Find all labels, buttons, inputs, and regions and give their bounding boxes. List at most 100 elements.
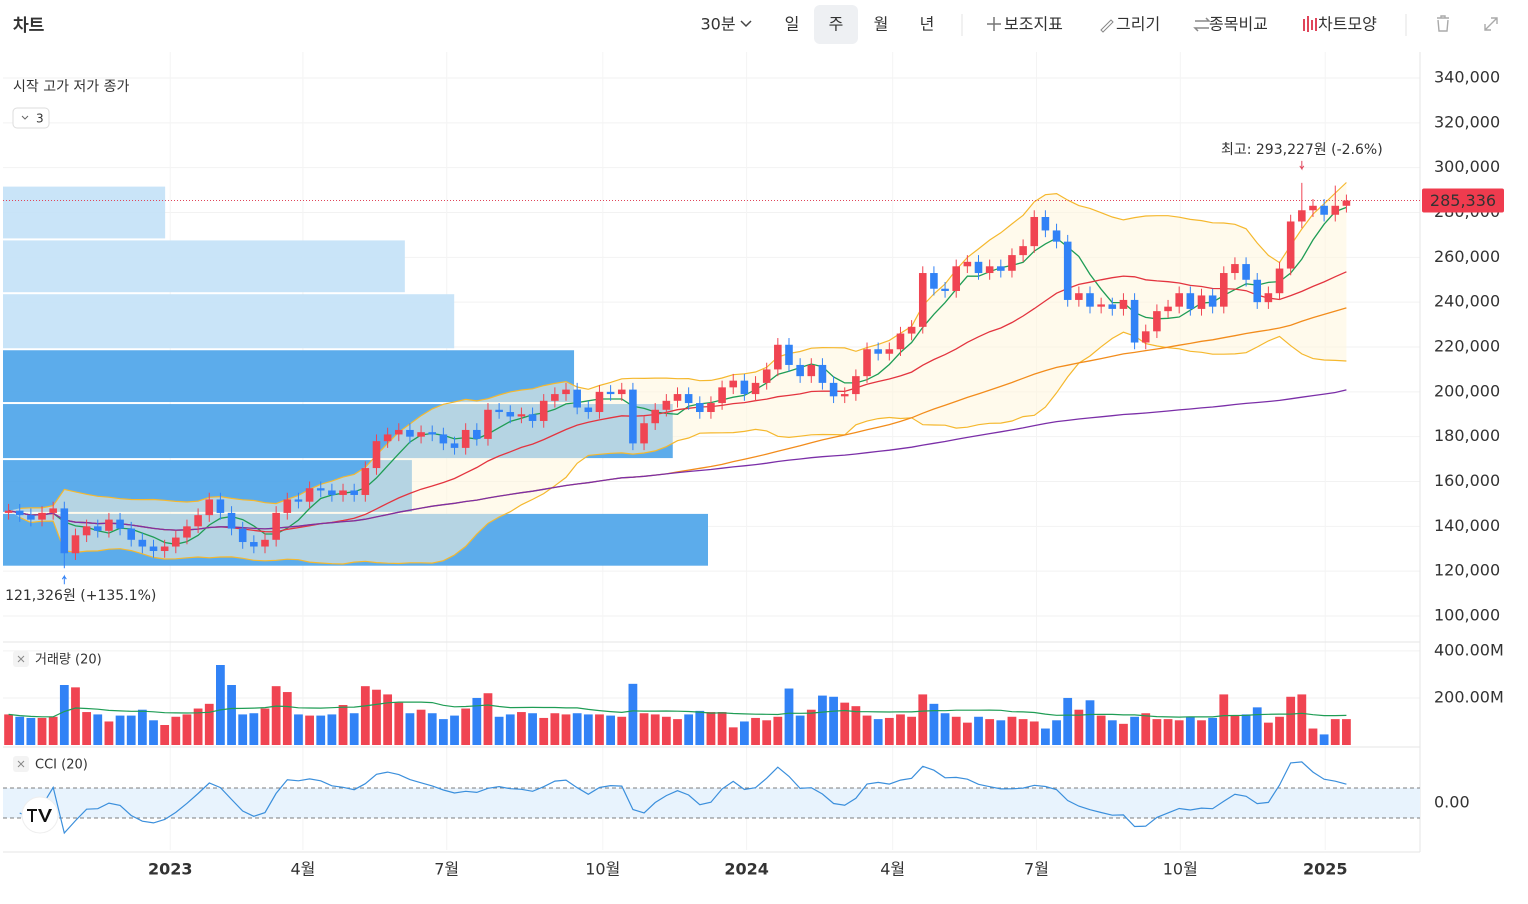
volume-bar <box>1163 719 1173 745</box>
volume-bar <box>873 719 883 745</box>
volume-bar <box>1052 720 1061 745</box>
volume-pane <box>4 665 1351 745</box>
volume-bar <box>1297 694 1307 745</box>
candle-body <box>551 394 559 401</box>
candle-body <box>372 441 381 469</box>
candle-body <box>1130 299 1139 343</box>
candle-body <box>261 539 269 547</box>
y-tick-label: 400.00M <box>1434 640 1504 659</box>
tool-button[interactable]: 보조지표 <box>1004 15 1063 34</box>
volume-bar <box>1330 719 1340 745</box>
volume-bar <box>583 714 593 745</box>
tool-button[interactable]: 그리기 <box>1116 15 1160 34</box>
candle-body <box>439 434 448 444</box>
volume-bar <box>438 719 448 745</box>
candle-body <box>60 508 69 554</box>
volume-bar <box>762 720 772 745</box>
candle-body <box>807 364 816 377</box>
trash-icon[interactable] <box>1437 15 1449 32</box>
candle-body <box>1097 304 1105 307</box>
tool-button[interactable]: 차트모양 <box>1318 15 1377 34</box>
candle-body <box>606 391 615 395</box>
volume-bar <box>372 689 381 745</box>
candle-body <box>394 429 403 435</box>
candle-body <box>294 499 303 502</box>
y-tick-label: 320,000 <box>1434 112 1500 131</box>
volume-bar <box>394 702 404 745</box>
cci-line <box>19 761 1347 835</box>
volume-bar <box>505 714 515 745</box>
volume-bar <box>561 714 571 745</box>
candle-body <box>751 382 760 395</box>
volume-bar <box>974 716 983 745</box>
volume-bar <box>806 709 816 745</box>
candle-body <box>852 376 860 395</box>
y-tick-label: 100,000 <box>1434 606 1500 625</box>
y-tick-label: 340,000 <box>1434 68 1500 87</box>
candle-body <box>885 349 894 354</box>
volume-bar <box>316 715 326 745</box>
volume-bar <box>82 712 92 745</box>
interval-button[interactable]: 주 <box>829 15 844 34</box>
candle-body <box>840 394 849 397</box>
candle-body <box>1298 210 1306 222</box>
candle-body <box>1052 230 1061 242</box>
candle-body <box>1331 205 1340 215</box>
candle-body <box>1086 293 1094 307</box>
x-tick-label: 4월 <box>290 860 315 879</box>
last-price-label: 285,336 <box>1430 191 1496 210</box>
candle-body <box>506 412 515 417</box>
candle-body <box>640 423 648 444</box>
expand-icon[interactable] <box>1484 17 1498 31</box>
bollinger-lower <box>19 331 1347 565</box>
candle-body <box>818 364 827 383</box>
volume-bar <box>472 697 482 745</box>
interval-button[interactable]: 일 <box>785 15 800 34</box>
volume-bar <box>717 712 727 745</box>
interval-button[interactable]: 30분 <box>700 15 735 34</box>
candle-body <box>1141 331 1150 343</box>
volume-bar <box>1174 720 1184 745</box>
candle-body <box>350 490 358 495</box>
volume-bar <box>784 688 794 745</box>
volume-bar <box>59 685 69 745</box>
candle-body <box>651 409 659 424</box>
tool-button[interactable]: 종목비교 <box>1209 15 1268 34</box>
collapse-button[interactable] <box>12 107 50 129</box>
volume-bar <box>1197 720 1206 745</box>
candle-body <box>205 499 214 516</box>
candle-body <box>1186 293 1195 309</box>
candle-body <box>1309 205 1317 211</box>
candle-body <box>27 515 35 520</box>
plus-icon <box>987 17 1001 31</box>
volume-bar <box>416 709 426 745</box>
volume-bar <box>661 716 671 745</box>
volume-bar <box>349 713 359 745</box>
candle-body <box>718 387 726 404</box>
candle-body <box>941 288 949 291</box>
y-tick-label: 180,000 <box>1434 426 1500 445</box>
candle-body <box>238 528 247 543</box>
high-arrow <box>1299 160 1305 171</box>
volume-bar <box>840 702 850 745</box>
plot-area: 100,000 120,000 140,000 160,000 180,000 200,0… <box>0 52 1504 879</box>
volume-bar <box>550 713 560 745</box>
volume-bar <box>1185 716 1195 745</box>
interval-button[interactable]: 월 <box>874 15 889 34</box>
candle-body <box>595 391 604 413</box>
candle-body <box>662 400 671 410</box>
interval-button[interactable]: 년 <box>920 15 935 34</box>
x-icon <box>17 655 25 663</box>
volume-bar <box>115 715 125 745</box>
volume-bar <box>282 692 292 745</box>
volume-bar <box>427 713 437 745</box>
candle-body <box>272 512 280 540</box>
candle-body <box>1164 306 1172 312</box>
candle-body <box>1019 246 1027 256</box>
volume-bar <box>294 714 303 745</box>
volume-bar <box>227 685 236 745</box>
candle-body <box>617 389 626 395</box>
volume-bar <box>606 715 615 745</box>
volume-bar <box>829 696 838 745</box>
volume-bar <box>951 716 961 745</box>
